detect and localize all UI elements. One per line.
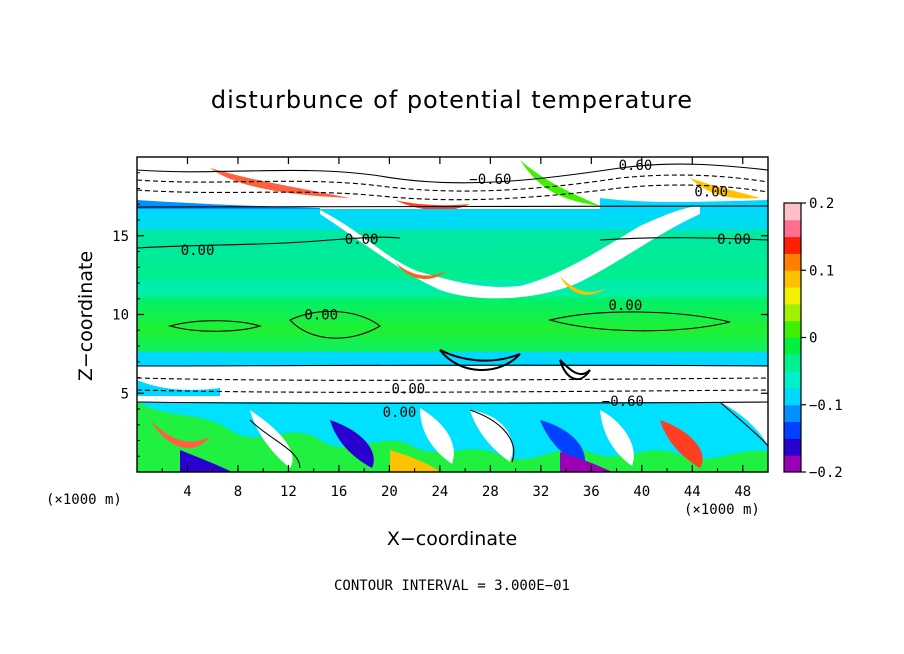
colorbar-swatch — [784, 387, 801, 406]
colorbar-swatch — [784, 337, 801, 355]
contour-label: 0.00 — [383, 405, 417, 421]
contour-label: −0.60 — [602, 394, 644, 410]
x-unit-left: (×1000 m) — [46, 492, 122, 508]
colorbar-tick-label: 0.2 — [809, 196, 834, 212]
colorbar-swatch — [784, 354, 801, 372]
x-tick-label: 44 — [684, 484, 701, 500]
contour-labels: 0.60 −0.60 0.00 0.00 0.00 0.00 0.00 0.00 0.00 0.0… — [181, 158, 751, 421]
x-tick-label: 32 — [532, 484, 549, 500]
colorbar-swatch — [784, 219, 801, 238]
x-unit-right: (×1000 m) — [684, 502, 760, 518]
field-layer — [137, 157, 768, 472]
x-axis-label: X−coordinate — [386, 528, 518, 550]
colorbar-swatch — [784, 203, 801, 221]
x-tick-label: 4 — [183, 484, 191, 500]
colorbar-tick-label: −0.2 — [809, 465, 843, 481]
colorbar-swatch — [784, 371, 801, 389]
contour-label: 0.00 — [717, 232, 751, 248]
x-axis-ticks: 4 8 12 16 20 24 28 32 36 40 44 48 — [161, 157, 751, 500]
colorbar-tick-label: −0.1 — [809, 398, 843, 414]
contour-interval-note: CONTOUR INTERVAL = 3.000E−01 — [333, 578, 570, 594]
x-tick-label: 16 — [330, 484, 347, 500]
colorbar-swatch — [784, 303, 801, 322]
contour-label: 0.00 — [345, 232, 379, 248]
contour-label: 0.00 — [609, 298, 643, 314]
x-tick-label: 8 — [234, 484, 242, 500]
x-tick-label: 36 — [583, 484, 600, 500]
colorbar-tick-label: 0 — [809, 331, 817, 347]
contour-label: 0.00 — [391, 382, 425, 398]
x-tick-label: 20 — [381, 484, 398, 500]
contour-label: −0.60 — [469, 172, 511, 188]
colorbar-swatch — [784, 320, 801, 338]
colorbar-swatch — [784, 236, 801, 254]
x-tick-label: 40 — [633, 484, 650, 500]
contour-label: 0.00 — [181, 243, 215, 259]
y-tick-label: 10 — [112, 308, 129, 324]
colorbar-swatch — [784, 270, 801, 288]
y-axis-ticks: 5 10 15 — [112, 172, 768, 457]
contour-lines — [137, 163, 768, 469]
contour-label: 0.00 — [304, 308, 338, 324]
colorbar-swatch — [784, 287, 801, 305]
y-tick-label: 5 — [121, 386, 129, 402]
colorbar: 0.2 0.1 0 −0.1 −0.2 — [783, 196, 843, 481]
colorbar-swatch — [784, 253, 801, 271]
colorbar-swatch — [784, 404, 801, 423]
colorbar-swatch — [784, 438, 801, 456]
contour-label: 0.00 — [694, 185, 728, 201]
chart-title: disturbunce of potential temperature — [210, 86, 694, 114]
colorbar-swatch — [784, 455, 801, 473]
contour-label: 0.60 — [619, 158, 653, 174]
colorbar-tick-label: 0.1 — [809, 263, 834, 279]
x-tick-label: 28 — [482, 484, 499, 500]
colorbar-swatch — [784, 421, 801, 439]
x-tick-label: 48 — [734, 484, 751, 500]
x-tick-label: 24 — [431, 484, 448, 500]
y-tick-label: 15 — [112, 229, 129, 245]
x-tick-label: 12 — [280, 484, 297, 500]
